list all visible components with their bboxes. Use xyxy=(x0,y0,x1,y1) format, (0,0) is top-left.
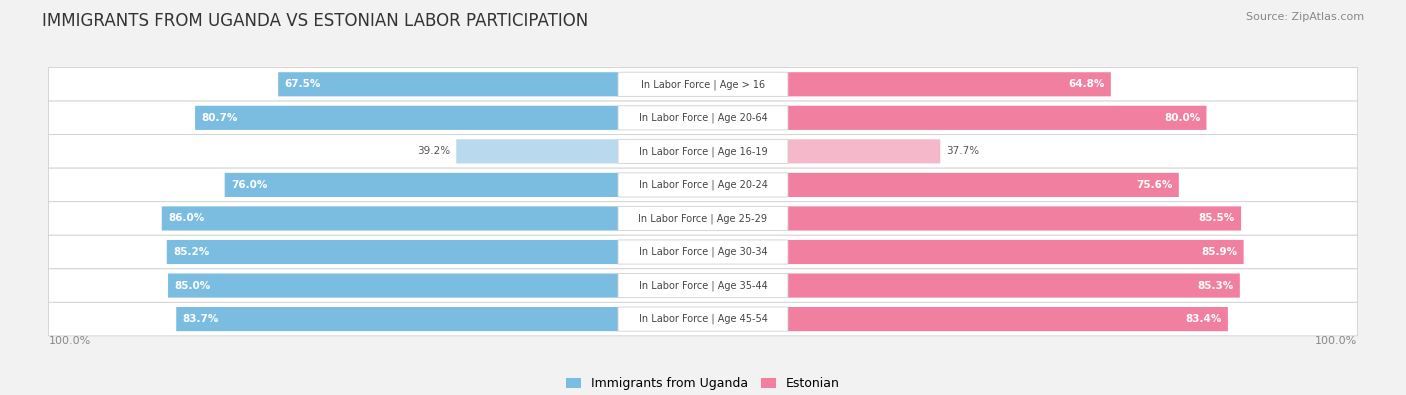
Text: In Labor Force | Age 25-29: In Labor Force | Age 25-29 xyxy=(638,213,768,224)
FancyBboxPatch shape xyxy=(787,106,1206,130)
FancyBboxPatch shape xyxy=(48,168,1358,202)
Text: 83.7%: 83.7% xyxy=(183,314,219,324)
FancyBboxPatch shape xyxy=(225,173,619,197)
FancyBboxPatch shape xyxy=(619,240,787,264)
Text: 85.9%: 85.9% xyxy=(1201,247,1237,257)
FancyBboxPatch shape xyxy=(278,72,619,96)
FancyBboxPatch shape xyxy=(787,207,1241,231)
Text: 76.0%: 76.0% xyxy=(231,180,267,190)
Text: 80.7%: 80.7% xyxy=(201,113,238,123)
FancyBboxPatch shape xyxy=(787,273,1240,297)
FancyBboxPatch shape xyxy=(787,139,941,164)
FancyBboxPatch shape xyxy=(167,240,619,264)
Text: 39.2%: 39.2% xyxy=(416,147,450,156)
Text: 80.0%: 80.0% xyxy=(1164,113,1201,123)
Text: 85.2%: 85.2% xyxy=(173,247,209,257)
Text: 37.7%: 37.7% xyxy=(946,147,980,156)
FancyBboxPatch shape xyxy=(619,139,787,164)
Text: 67.5%: 67.5% xyxy=(284,79,321,89)
FancyBboxPatch shape xyxy=(48,101,1358,135)
FancyBboxPatch shape xyxy=(619,106,787,130)
Text: In Labor Force | Age 35-44: In Labor Force | Age 35-44 xyxy=(638,280,768,291)
FancyBboxPatch shape xyxy=(457,139,619,164)
FancyBboxPatch shape xyxy=(787,307,1227,331)
FancyBboxPatch shape xyxy=(176,307,619,331)
Text: IMMIGRANTS FROM UGANDA VS ESTONIAN LABOR PARTICIPATION: IMMIGRANTS FROM UGANDA VS ESTONIAN LABOR… xyxy=(42,12,589,30)
Text: 83.4%: 83.4% xyxy=(1185,314,1222,324)
FancyBboxPatch shape xyxy=(48,235,1358,269)
Text: 85.5%: 85.5% xyxy=(1198,213,1234,224)
Text: 75.6%: 75.6% xyxy=(1136,180,1173,190)
Text: In Labor Force | Age 20-24: In Labor Force | Age 20-24 xyxy=(638,180,768,190)
Legend: Immigrants from Uganda, Estonian: Immigrants from Uganda, Estonian xyxy=(561,372,845,395)
Text: In Labor Force | Age 45-54: In Labor Force | Age 45-54 xyxy=(638,314,768,324)
Text: 85.0%: 85.0% xyxy=(174,280,211,291)
Text: Source: ZipAtlas.com: Source: ZipAtlas.com xyxy=(1246,12,1364,22)
FancyBboxPatch shape xyxy=(48,302,1358,336)
Text: 85.3%: 85.3% xyxy=(1198,280,1233,291)
FancyBboxPatch shape xyxy=(195,106,619,130)
FancyBboxPatch shape xyxy=(619,72,787,96)
Text: In Labor Force | Age 16-19: In Labor Force | Age 16-19 xyxy=(638,146,768,157)
FancyBboxPatch shape xyxy=(169,273,619,297)
Text: 100.0%: 100.0% xyxy=(48,336,91,346)
Text: In Labor Force | Age > 16: In Labor Force | Age > 16 xyxy=(641,79,765,90)
FancyBboxPatch shape xyxy=(787,240,1244,264)
FancyBboxPatch shape xyxy=(162,207,619,231)
FancyBboxPatch shape xyxy=(787,173,1178,197)
FancyBboxPatch shape xyxy=(619,307,787,331)
FancyBboxPatch shape xyxy=(48,202,1358,235)
FancyBboxPatch shape xyxy=(619,273,787,297)
FancyBboxPatch shape xyxy=(787,72,1111,96)
FancyBboxPatch shape xyxy=(619,207,787,231)
FancyBboxPatch shape xyxy=(48,68,1358,101)
Text: In Labor Force | Age 30-34: In Labor Force | Age 30-34 xyxy=(638,247,768,257)
Text: 100.0%: 100.0% xyxy=(1315,336,1358,346)
Text: In Labor Force | Age 20-64: In Labor Force | Age 20-64 xyxy=(638,113,768,123)
FancyBboxPatch shape xyxy=(619,173,787,197)
Text: 86.0%: 86.0% xyxy=(169,213,204,224)
FancyBboxPatch shape xyxy=(48,269,1358,302)
Text: 64.8%: 64.8% xyxy=(1069,79,1105,89)
FancyBboxPatch shape xyxy=(48,135,1358,168)
